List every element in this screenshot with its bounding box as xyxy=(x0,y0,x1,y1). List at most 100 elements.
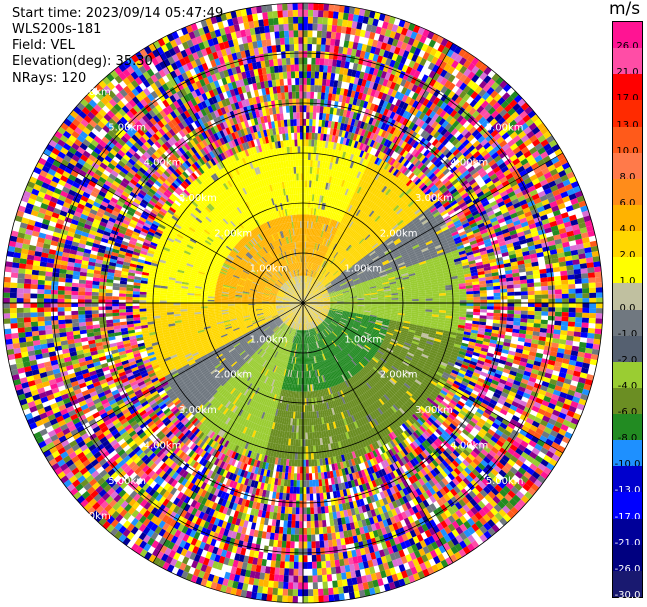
velocity-gate xyxy=(307,283,311,291)
velocity-gate xyxy=(478,146,486,154)
velocity-gate xyxy=(382,35,390,44)
velocity-gate xyxy=(463,85,471,94)
velocity-gate xyxy=(338,230,343,238)
velocity-gate xyxy=(368,228,374,235)
velocity-gate xyxy=(339,267,346,273)
velocity-gate xyxy=(595,323,603,330)
velocity-gate xyxy=(415,102,423,111)
velocity-gate xyxy=(354,163,360,171)
velocity-gate xyxy=(308,269,311,277)
velocity-gate xyxy=(473,102,481,111)
velocity-gate xyxy=(561,284,569,290)
velocity-gate xyxy=(504,104,513,113)
velocity-gate xyxy=(431,138,439,147)
velocity-gate xyxy=(398,124,406,132)
velocity-gate xyxy=(313,215,316,222)
velocity-gate xyxy=(384,197,391,204)
velocity-gate xyxy=(356,42,363,51)
velocity-gate xyxy=(317,274,323,281)
velocity-gate xyxy=(446,107,455,115)
velocity-gate xyxy=(318,153,322,161)
velocity-gate xyxy=(539,327,548,333)
velocity-gate xyxy=(361,241,368,248)
velocity-gate xyxy=(308,293,314,299)
velocity-gate xyxy=(335,263,341,269)
velocity-gate xyxy=(498,128,507,137)
velocity-gate xyxy=(596,297,603,303)
velocity-gate xyxy=(304,248,306,256)
velocity-gate xyxy=(328,233,333,241)
velocity-gate xyxy=(380,168,387,176)
velocity-gate xyxy=(336,237,341,244)
velocity-gate xyxy=(376,105,383,114)
velocity-gate xyxy=(407,190,414,197)
velocity-gate xyxy=(354,91,360,99)
velocity-gate xyxy=(311,287,317,293)
velocity-gate xyxy=(303,296,304,303)
velocity-gate xyxy=(338,186,343,194)
velocity-gate xyxy=(303,248,305,256)
velocity-gate xyxy=(315,64,320,72)
velocity-gate xyxy=(321,277,327,284)
velocity-gate xyxy=(335,229,341,237)
velocity-gate xyxy=(500,100,509,109)
velocity-gate xyxy=(304,289,307,297)
velocity-gate xyxy=(443,71,452,80)
velocity-gate xyxy=(331,251,337,258)
velocity-gate xyxy=(401,125,409,134)
velocity-gate xyxy=(344,33,351,42)
velocity-gate xyxy=(305,234,307,242)
velocity-gate xyxy=(345,227,350,234)
velocity-gate xyxy=(472,140,481,148)
velocity-gate xyxy=(313,242,316,250)
velocity-gate xyxy=(451,93,459,102)
velocity-gate xyxy=(337,222,342,230)
velocity-gate xyxy=(568,307,576,313)
velocity-gate xyxy=(430,128,438,137)
velocity-gate xyxy=(493,133,502,141)
velocity-gate xyxy=(442,55,451,64)
velocity-gate xyxy=(368,52,375,61)
velocity-gate xyxy=(419,35,427,44)
velocity-gate xyxy=(405,297,412,300)
velocity-gate xyxy=(326,232,330,240)
velocity-gate xyxy=(307,30,313,38)
velocity-gate xyxy=(319,223,323,231)
velocity-gate xyxy=(338,247,344,254)
velocity-gate xyxy=(353,216,359,223)
velocity-gate xyxy=(483,66,492,76)
velocity-gate xyxy=(313,173,317,181)
velocity-gate xyxy=(342,12,349,21)
velocity-gate xyxy=(493,296,501,300)
velocity-gate xyxy=(382,170,389,178)
velocity-gate xyxy=(429,102,437,111)
velocity-gate xyxy=(352,97,358,106)
velocity-gate xyxy=(368,67,375,75)
velocity-gate xyxy=(326,24,333,32)
velocity-gate xyxy=(404,88,412,97)
velocity-gate xyxy=(307,214,310,222)
velocity-gate xyxy=(305,159,308,167)
velocity-gate xyxy=(330,249,335,257)
velocity-gate xyxy=(422,98,430,107)
velocity-gate xyxy=(303,118,307,126)
velocity-gate xyxy=(395,54,403,63)
velocity-gate xyxy=(325,246,329,254)
velocity-gate xyxy=(380,145,387,153)
velocity-gate xyxy=(441,177,450,185)
velocity-gate xyxy=(494,85,503,94)
velocity-gate xyxy=(352,251,359,258)
velocity-gate xyxy=(310,286,315,292)
velocity-gate xyxy=(314,133,318,140)
velocity-gate xyxy=(400,27,409,36)
velocity-gate xyxy=(404,127,412,136)
velocity-gate xyxy=(487,126,496,135)
velocity-gate xyxy=(334,228,339,236)
velocity-gate xyxy=(327,183,331,191)
velocity-gate xyxy=(370,89,377,97)
velocity-gate xyxy=(362,232,369,239)
velocity-gate xyxy=(383,86,390,95)
velocity-gate xyxy=(316,208,320,216)
velocity-gate xyxy=(355,209,361,217)
velocity-gate xyxy=(343,217,348,225)
